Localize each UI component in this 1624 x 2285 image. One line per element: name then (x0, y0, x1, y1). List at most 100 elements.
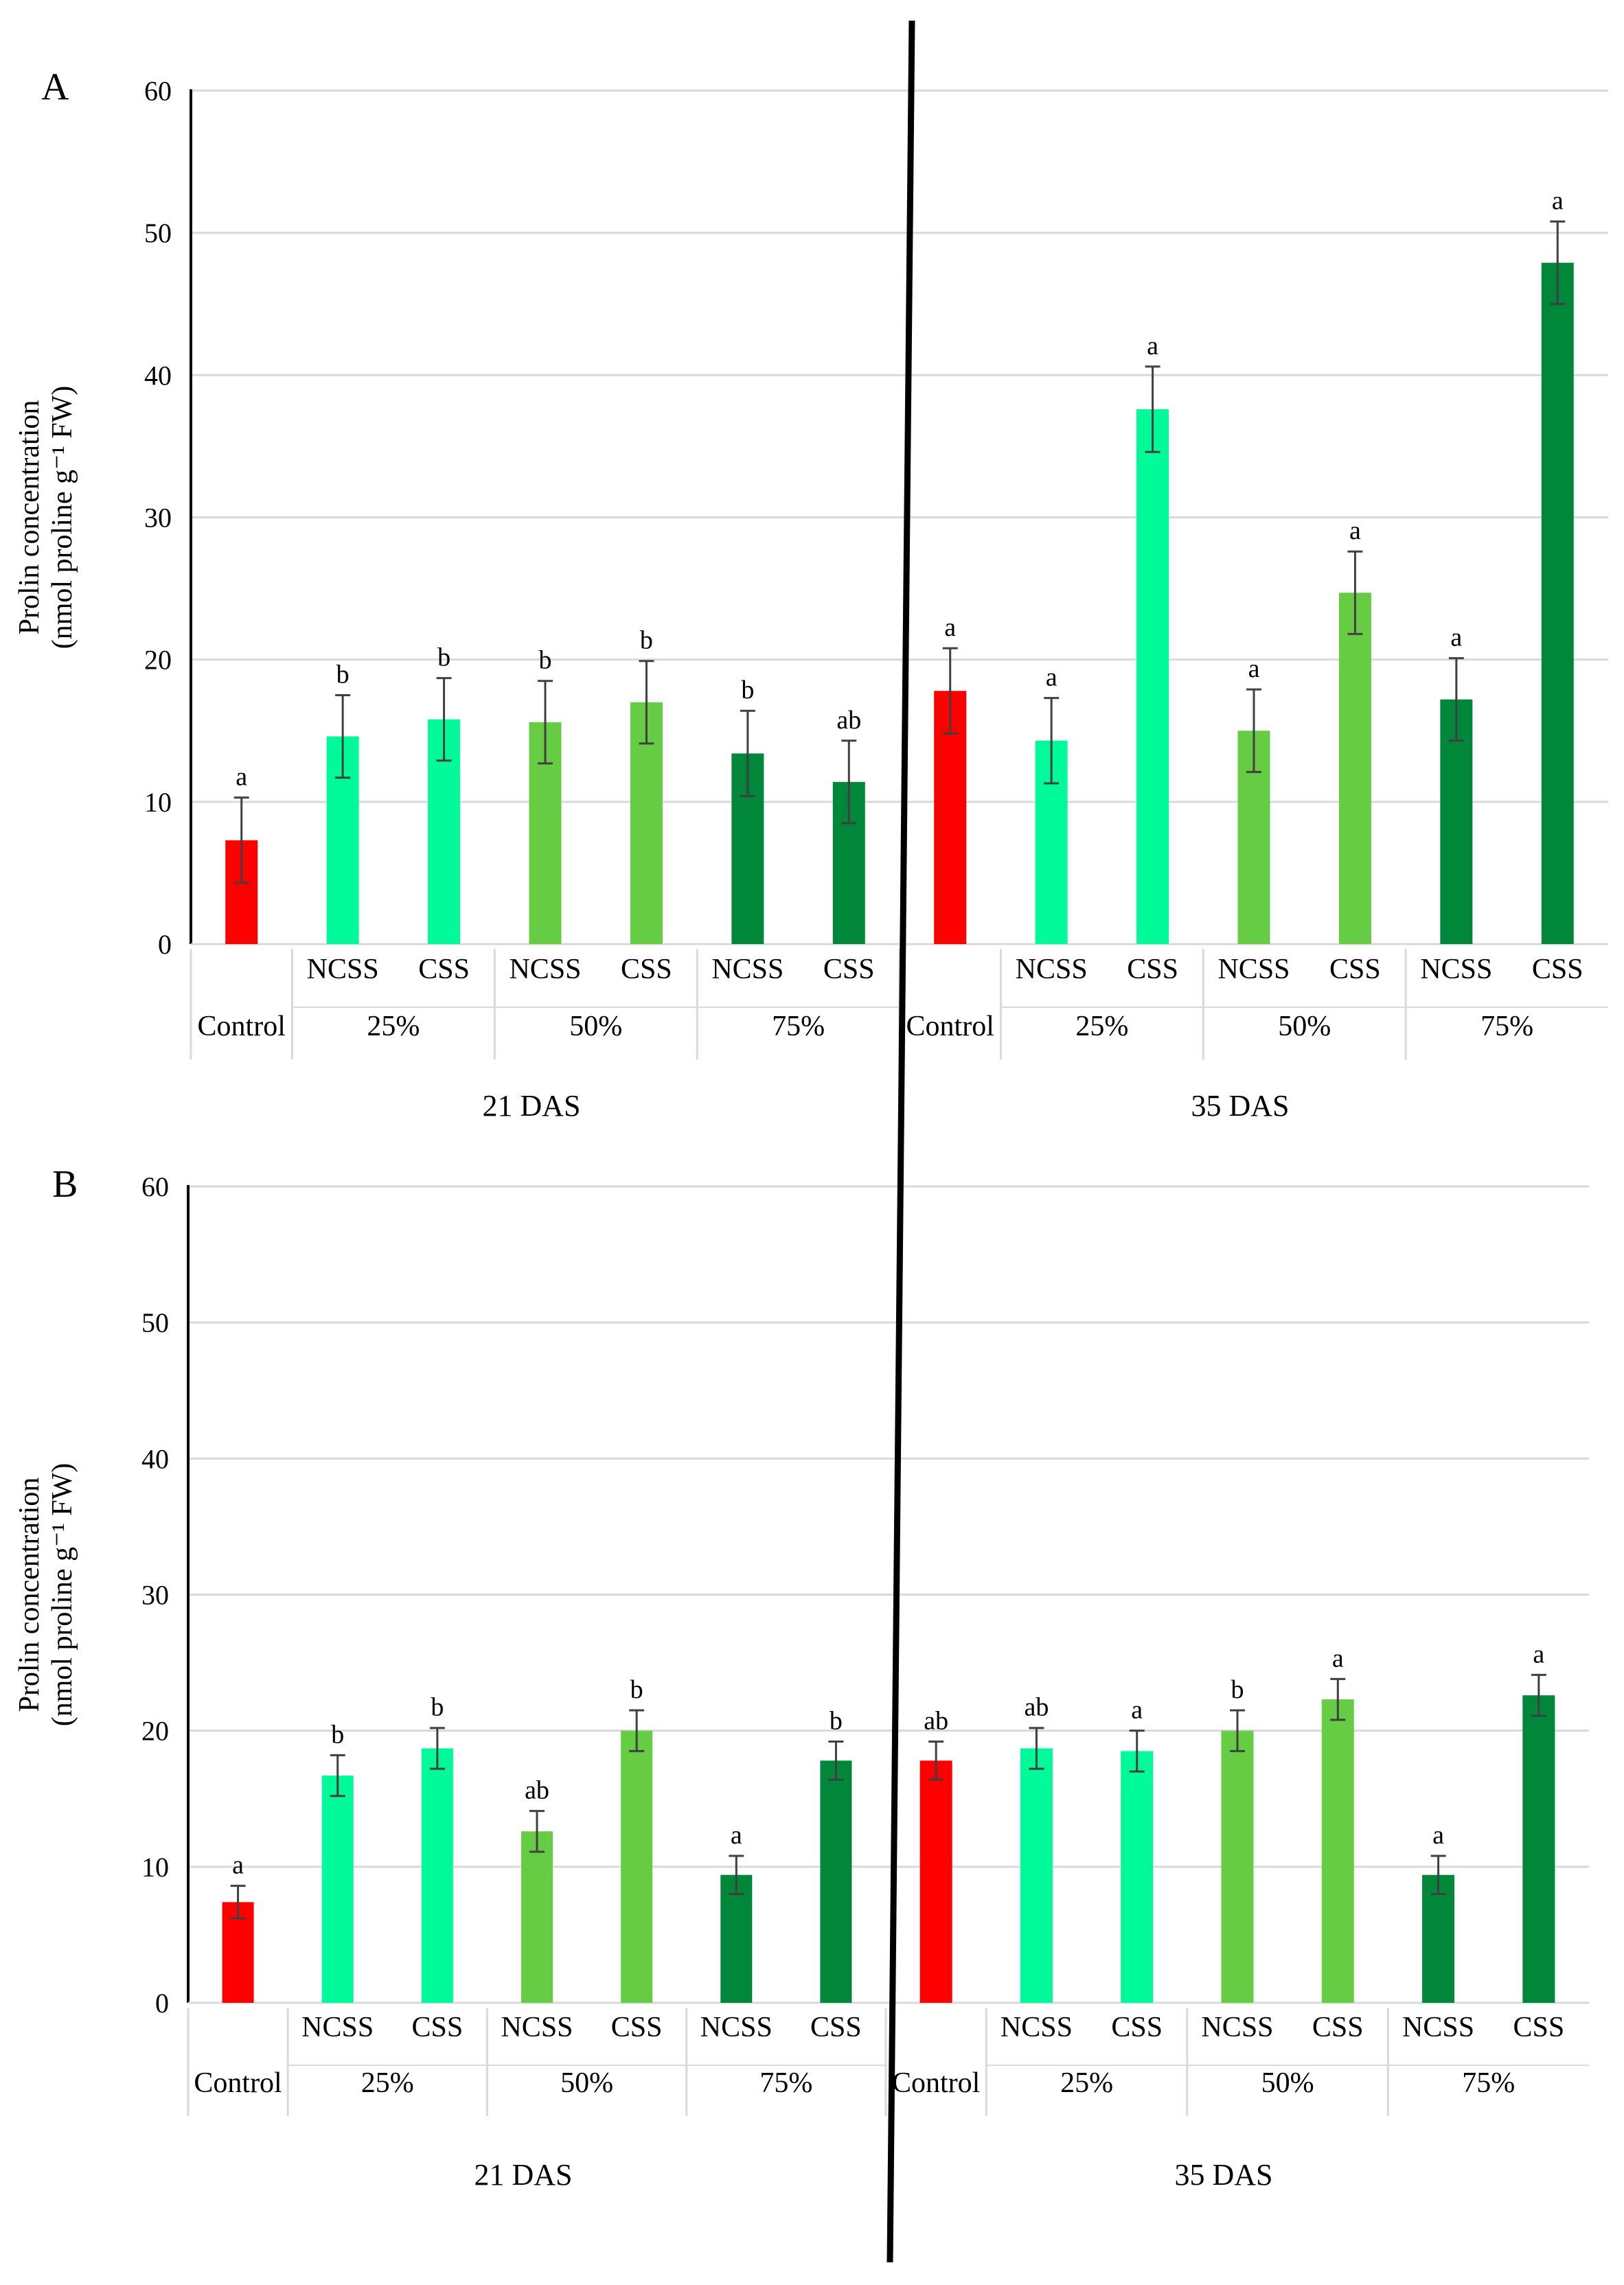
significance-letter: a (1131, 1696, 1143, 1725)
error-bar (639, 660, 654, 745)
level-label: 50% (1261, 2067, 1314, 2099)
panel-b: B 0 10 20 30 40 50 60 Prolin concentration (nmol … (14, 1163, 1589, 2192)
treatment-label: CSS (1329, 954, 1381, 985)
error-bar (429, 1727, 445, 1770)
treatment-label: NCSS (1217, 954, 1290, 985)
error-bar (1347, 550, 1363, 635)
y-axis-unit: (nmol proline g⁻¹ FW) (47, 386, 78, 650)
y-tick-label: 0 (155, 1988, 169, 2019)
treatment-label: NCSS (700, 2012, 773, 2043)
significance-letter: b (1231, 1675, 1244, 1704)
treatment-label: CSS (621, 954, 672, 985)
bar-21das-25pct-css (421, 1748, 453, 2003)
error-bar (729, 1855, 744, 1895)
bar-35das-50pct-ncss (1221, 1730, 1254, 2003)
treatment-label: NCSS (711, 954, 784, 985)
level-label: 25% (367, 1011, 420, 1042)
level-label: 75% (772, 1011, 825, 1042)
significance-letter: a (731, 1821, 742, 1850)
significance-letter: a (1450, 623, 1462, 652)
section-divider (887, 20, 915, 2263)
y-axis-title: Prolin concentration (14, 1478, 45, 1712)
y-tick-label: 40 (144, 360, 172, 391)
error-bar (538, 680, 553, 765)
significance-letter: b (437, 643, 450, 672)
bar-21das-25pct-ncss (321, 1776, 354, 2003)
significance-letter: ab (525, 1776, 549, 1805)
bar-35das-50pct-css (1338, 593, 1371, 944)
error-bar (1044, 697, 1060, 785)
treatment-label: CSS (1111, 2012, 1163, 2043)
error-bar (1029, 1727, 1044, 1770)
y-tick-label: 10 (144, 787, 172, 818)
significance-letter: a (944, 613, 956, 642)
bar-21das-50pct-ncss (521, 1831, 553, 2003)
das-label: 21 DAS (474, 2158, 572, 2192)
y-tick-label: 30 (144, 503, 172, 533)
treatment-label: CSS (823, 954, 875, 985)
y-tick-label: 20 (144, 645, 172, 676)
significance-letter: a (236, 763, 247, 792)
das-label: 35 DAS (1174, 2158, 1272, 2192)
bar-35das-25pct-css (1121, 1751, 1154, 2003)
y-tick-label: 10 (141, 1852, 169, 1883)
treatment-label: NCSS (509, 954, 581, 985)
significance-letter: a (1552, 187, 1564, 216)
bar-21das-75pct-ncss (720, 1874, 753, 2003)
error-bar (828, 1741, 844, 1781)
significance-letter: b (431, 1693, 444, 1722)
level-label: 50% (569, 1011, 622, 1042)
treatment-label: CSS (810, 2012, 862, 2043)
error-bar (1230, 1709, 1245, 1752)
treatment-label: CSS (1513, 2012, 1564, 2043)
significance-letter: a (1248, 654, 1260, 683)
treatment-label: NCSS (501, 2012, 573, 2043)
error-bar (1330, 1677, 1346, 1721)
y-tick-label: 60 (144, 76, 172, 106)
significance-letter: b (830, 1707, 843, 1736)
error-bar (1550, 220, 1566, 306)
treatment-label: NCSS (1201, 2012, 1273, 2043)
error-bar (1145, 365, 1160, 453)
bar-21das-75pct-css (820, 1760, 852, 2003)
error-bar (942, 647, 958, 735)
error-bar (330, 1754, 345, 1798)
error-bar (1129, 1730, 1145, 1773)
error-bar (1430, 1855, 1446, 1895)
significance-letter: a (232, 1851, 244, 1880)
significance-letter: a (1332, 1644, 1344, 1673)
error-bar (928, 1741, 944, 1781)
y-tick-label: 30 (141, 1580, 169, 1611)
treatment-label: CSS (1127, 954, 1178, 985)
treatment-label: CSS (1532, 954, 1583, 985)
significance-letter: a (1533, 1640, 1544, 1668)
significance-letter: b (640, 626, 653, 655)
significance-letter: ab (836, 706, 861, 735)
significance-letter: b (331, 1720, 344, 1749)
level-label: Control (194, 2067, 282, 2099)
significance-letter: b (336, 660, 350, 689)
error-bar (629, 1709, 645, 1752)
treatment-label: CSS (611, 2012, 663, 2043)
level-label: 50% (560, 2067, 613, 2099)
treatment-label: NCSS (1000, 2012, 1073, 2043)
level-label: 75% (1462, 2067, 1515, 2099)
das-label: 21 DAS (482, 1089, 580, 1123)
level-label: 50% (1278, 1011, 1331, 1042)
treatment-label: CSS (411, 2012, 463, 2043)
y-tick-label: 50 (141, 1307, 169, 1338)
significance-letter: a (1349, 516, 1361, 545)
level-label: 75% (759, 2067, 812, 2099)
significance-letter: b (741, 676, 754, 704)
level-label: Control (906, 1011, 994, 1042)
error-bar (1531, 1673, 1546, 1717)
panel-letter: B (52, 1163, 78, 1206)
treatment-label: CSS (418, 954, 470, 985)
bar-35das-control (919, 1760, 952, 2003)
treatment-label: NCSS (1420, 954, 1492, 985)
error-bar (740, 709, 755, 798)
significance-letter: ab (924, 1707, 948, 1736)
treatment-label: NCSS (307, 954, 379, 985)
bar-35das-75pct-css (1522, 1695, 1555, 2003)
